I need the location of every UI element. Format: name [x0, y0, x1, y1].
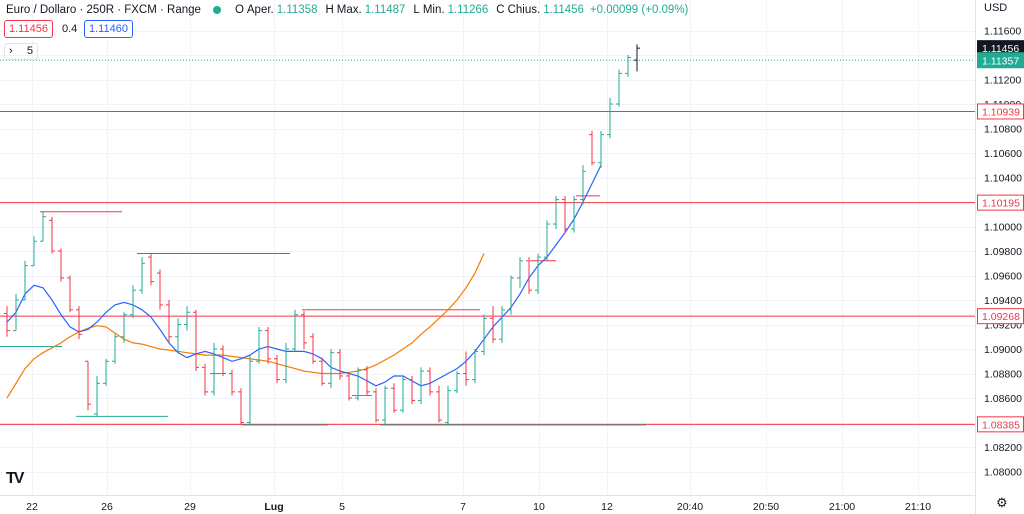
spread-value: 0.4 [57, 20, 83, 38]
close-value: 1.11456 [543, 4, 584, 16]
price-tick-label: 1.10000 [984, 222, 1022, 234]
indicator-count: 5 [26, 45, 33, 57]
price-tick-label: 1.08000 [984, 467, 1022, 479]
tradingview-logo-icon[interactable]: TV [6, 470, 25, 487]
time-tick-label: 20:40 [677, 501, 703, 513]
open-value: 1.11358 [276, 4, 318, 16]
time-tick-label: 10 [533, 501, 545, 513]
level-price-label-bg [977, 416, 1024, 433]
change-value: +0.00099 (+0.09%) [589, 4, 689, 16]
price-tick-label: 1.10400 [984, 173, 1022, 185]
ma-fast-series [6, 165, 602, 387]
level-price-label-bg [977, 103, 1024, 120]
symbol-title[interactable]: Euro / Dollaro · 250R · FXCM · Range [6, 4, 201, 16]
gear-icon[interactable]: ⚙ [996, 495, 1008, 510]
chevron-right-icon: › [9, 45, 13, 57]
time-tick-label: 5 [339, 501, 345, 513]
ask-price-label-bg [977, 52, 1024, 69]
time-tick-label: 22 [26, 501, 38, 513]
level-price-label-bg [977, 308, 1024, 325]
time-tick-label: 29 [184, 501, 196, 513]
market-open-icon [212, 6, 221, 14]
bid-price-box[interactable]: 1.11456 [4, 20, 53, 38]
level-price-label: 1.10195 [982, 198, 1020, 210]
price-tick-label: 1.09000 [984, 344, 1022, 356]
price-tick-label: 1.10800 [984, 124, 1022, 136]
low-label: L [413, 4, 420, 16]
ask-price-box[interactable]: 1.11460 [84, 20, 133, 38]
price-tick-label: 1.09600 [984, 271, 1022, 283]
time-tick-label: 21:00 [829, 501, 855, 513]
low-prefix: Min. [422, 4, 445, 16]
price-tick-label: 1.08800 [984, 369, 1022, 381]
open-prefix: Aper. [246, 4, 274, 16]
price-tick-label: 1.11200 [984, 75, 1021, 87]
price-tick-label: 1.11600 [984, 26, 1021, 38]
level-price-label: 1.10939 [982, 106, 1020, 118]
close-label: C [496, 4, 505, 16]
time-tick-label: 7 [460, 501, 466, 513]
time-tick-label: 12 [601, 501, 613, 513]
time-tick-label: Lug [264, 501, 283, 513]
price-tick-label: 1.10600 [984, 148, 1022, 160]
price-tick-label: 1.09800 [984, 246, 1022, 258]
high-value: 1.11487 [364, 4, 406, 16]
open-label: O [234, 4, 244, 16]
price-tick-label: 1.08200 [984, 442, 1022, 454]
price-tick-label: 1.09400 [984, 295, 1022, 307]
high-label: H [325, 4, 334, 16]
time-tick-label: 20:50 [753, 501, 779, 513]
low-value: 1.11266 [447, 4, 489, 16]
high-prefix: Max. [336, 4, 362, 16]
current-price-label: 1.11456 [982, 43, 1019, 55]
currency-label[interactable]: USD [984, 2, 1008, 14]
legend-header: Euro / Dollaro · 250R · FXCM · Range O A… [0, 2, 688, 18]
ma-slow-series [6, 253, 485, 399]
level-price-label: 1.09268 [982, 311, 1020, 323]
indicators-toggle[interactable]: › 5 [4, 43, 38, 60]
price-tick-label: 1.08600 [984, 393, 1022, 405]
level-price-label: 1.08385 [982, 419, 1020, 431]
current-price-label-bg [977, 40, 1024, 57]
time-tick-label: 26 [101, 501, 113, 513]
close-prefix: Chius. [507, 4, 541, 16]
time-tick-label: 21:10 [905, 501, 931, 513]
ask-price-label: 1.11357 [982, 55, 1019, 67]
level-price-label-bg [977, 194, 1024, 211]
